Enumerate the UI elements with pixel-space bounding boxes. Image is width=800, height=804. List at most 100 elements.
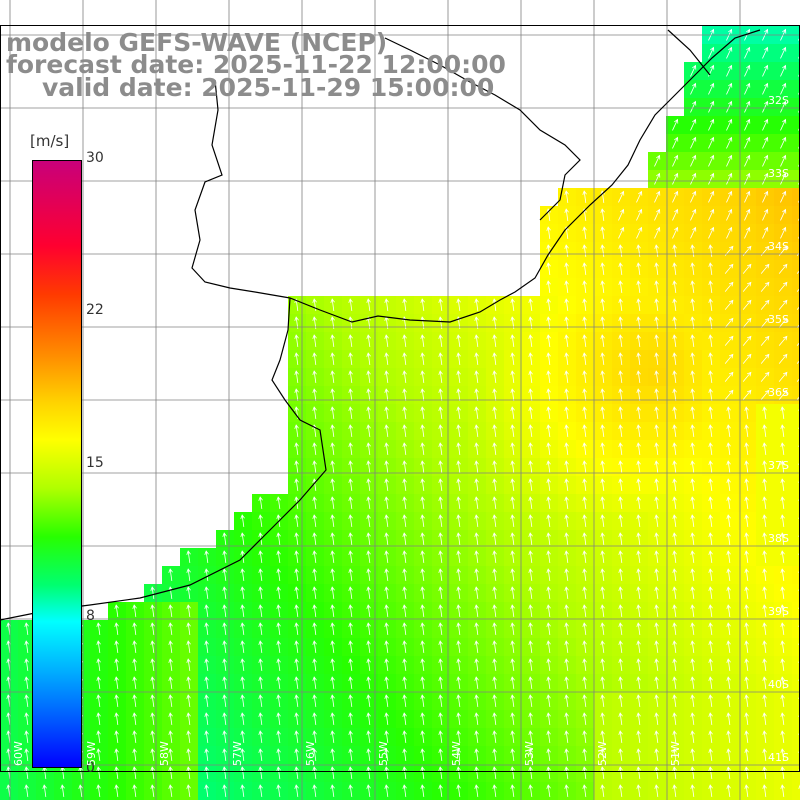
wind-arrow — [222, 694, 227, 707]
wind-arrow — [672, 388, 677, 401]
wind-arrow — [564, 766, 569, 779]
wind-arrow — [438, 784, 443, 797]
wind-arrow — [636, 712, 641, 725]
wind-arrow — [796, 341, 800, 346]
wind-arrow — [348, 406, 353, 419]
wind-arrow — [330, 496, 335, 509]
wind-arrow — [600, 226, 605, 239]
wind-arrow — [474, 748, 479, 761]
wind-arrow — [276, 622, 281, 635]
wind-arrow — [564, 532, 569, 545]
wind-arrow — [204, 694, 209, 707]
wind-cell — [792, 638, 800, 657]
wind-arrow — [456, 388, 461, 401]
wind-arrow — [600, 352, 605, 365]
wind-arrow — [402, 676, 407, 689]
wind-arrow — [654, 532, 659, 545]
wind-arrow — [780, 640, 785, 653]
wind-arrow — [420, 784, 425, 797]
wind-arrow — [618, 262, 623, 275]
wind-arrow — [402, 334, 407, 347]
wind-arrow — [492, 694, 497, 707]
colorbar-tick-22: 22 — [86, 302, 104, 318]
wind-arrow — [690, 262, 695, 275]
wind-arrow — [132, 658, 137, 671]
wind-arrow — [600, 604, 605, 617]
wind-arrow — [690, 496, 695, 509]
wind-arrow — [780, 586, 785, 599]
wind-arrow — [24, 784, 29, 797]
wind-arrow — [690, 586, 695, 599]
wind-cell — [792, 728, 800, 747]
wind-arrow — [402, 604, 407, 617]
wind-arrow — [762, 532, 767, 545]
wind-arrow — [708, 730, 713, 743]
wind-arrow — [708, 622, 713, 635]
wind-arrow — [726, 604, 731, 617]
wind-arrow — [724, 353, 734, 364]
wind-arrow — [546, 352, 551, 365]
wind-arrow — [438, 406, 443, 419]
wind-arrow — [258, 676, 263, 689]
wind-arrow — [672, 550, 677, 563]
wind-arrow — [384, 370, 389, 383]
wind-arrow — [168, 568, 173, 581]
wind-arrow — [150, 640, 155, 653]
wind-arrow — [204, 784, 209, 797]
wind-arrow — [726, 190, 733, 203]
wind-arrow — [690, 406, 695, 419]
wind-cell — [792, 152, 800, 171]
wind-arrow — [690, 694, 695, 707]
wind-arrow — [420, 550, 425, 563]
wind-arrow — [474, 298, 479, 311]
wind-arrow — [528, 388, 533, 401]
wind-arrow — [564, 298, 569, 311]
wind-arrow — [150, 586, 155, 599]
wind-cell — [792, 368, 800, 387]
wind-arrow — [780, 46, 787, 59]
wind-arrow — [114, 730, 119, 743]
wind-arrow — [744, 640, 749, 653]
wind-arrow — [510, 442, 515, 455]
wind-arrow — [690, 784, 695, 797]
wind-arrow — [420, 676, 425, 689]
wind-arrow — [726, 460, 731, 473]
wind-arrow — [744, 118, 751, 131]
wind-arrow — [294, 712, 299, 725]
wind-arrow — [492, 514, 497, 527]
wind-arrow — [132, 640, 137, 653]
wind-arrow — [762, 136, 769, 149]
wind-arrow — [456, 766, 461, 779]
wind-arrow — [672, 172, 679, 185]
wind-arrow — [744, 604, 749, 617]
wind-arrow — [420, 568, 425, 581]
wind-arrow — [240, 676, 245, 689]
wind-arrow — [744, 748, 749, 761]
wind-arrow — [654, 514, 659, 527]
wind-arrow — [690, 550, 695, 563]
wind-arrow — [690, 532, 695, 545]
wind-arrow — [294, 568, 299, 581]
wind-arrow — [24, 658, 29, 671]
wind-arrow — [510, 658, 515, 671]
wind-arrow — [546, 406, 551, 419]
wind-arrow — [618, 460, 623, 473]
wind-arrow — [510, 784, 515, 797]
wind-arrow — [474, 712, 479, 725]
wind-arrow — [438, 604, 443, 617]
wind-arrow — [564, 388, 569, 401]
wind-arrow — [618, 712, 623, 725]
wind-arrow — [654, 262, 659, 275]
wind-arrow — [204, 586, 209, 599]
wind-arrow — [762, 190, 769, 203]
wind-arrow — [760, 389, 770, 400]
wind-arrow — [762, 784, 767, 797]
wind-arrow — [42, 784, 47, 797]
wind-arrow — [474, 424, 479, 437]
wind-arrow — [258, 730, 263, 743]
wind-arrow — [582, 622, 587, 635]
wind-arrow — [654, 784, 659, 797]
wind-arrow — [582, 712, 587, 725]
wind-arrow — [402, 550, 407, 563]
wind-arrow — [726, 118, 733, 131]
